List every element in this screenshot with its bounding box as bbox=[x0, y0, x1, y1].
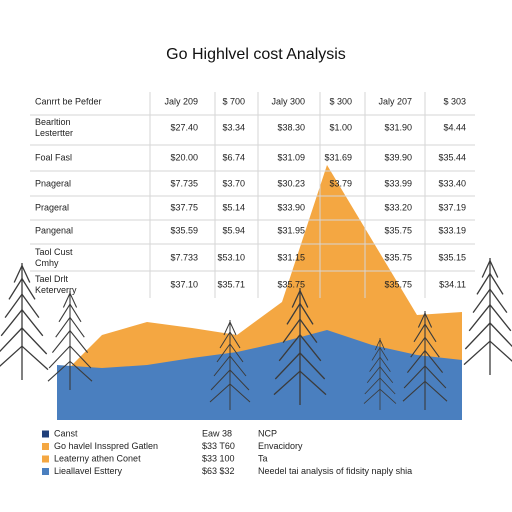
table-cell: $5.94 bbox=[222, 225, 245, 235]
table-cell: $3.70 bbox=[222, 178, 245, 188]
table-cell: $37.75 bbox=[170, 202, 198, 212]
table-cell: $33.40 bbox=[438, 178, 466, 188]
tree bbox=[463, 257, 512, 376]
row-label: Tael Drlt bbox=[35, 274, 69, 284]
table-cell: $31.09 bbox=[277, 152, 305, 162]
legend-text: Canst bbox=[54, 428, 78, 438]
table-cell: $31.90 bbox=[384, 122, 412, 132]
table-cell: $1.00 bbox=[329, 122, 352, 132]
row-label: Cmhy bbox=[35, 258, 59, 268]
table-cell: $53.10 bbox=[217, 252, 245, 262]
table-cell: $31.95 bbox=[277, 225, 305, 235]
tree bbox=[47, 290, 93, 391]
row-label: Taol Cust bbox=[35, 247, 73, 257]
table-cell: $30.23 bbox=[277, 178, 305, 188]
table-cell: $33.20 bbox=[384, 202, 412, 212]
table-cell: $35.71 bbox=[217, 279, 245, 289]
row-label: Foal Fasl bbox=[35, 152, 72, 162]
header-cell: $ 303 bbox=[443, 96, 466, 106]
table-cell: $7.735 bbox=[170, 178, 198, 188]
legend: Canst Eaw 38 NCP Go havlel Insspred Gatlen $… bbox=[42, 428, 412, 476]
legend-text: Ta bbox=[258, 453, 268, 463]
chart-title: Go Highlvel cost Analysis bbox=[166, 46, 346, 63]
row-label: Pnageral bbox=[35, 178, 71, 188]
legend-text: Needel tai analysis of fidsity naply shi… bbox=[258, 466, 412, 476]
table-cell: $34.11 bbox=[439, 279, 466, 289]
table: Canrrt be Pefder Jaly 209 $ 700 Jaly 300 $ 3… bbox=[30, 92, 475, 298]
table-cell: $31.69 bbox=[324, 152, 352, 162]
header-cell: Jaly 209 bbox=[164, 96, 198, 106]
table-cell: $3.79 bbox=[329, 178, 352, 188]
table-cell: $4.44 bbox=[443, 122, 466, 132]
legend-text: Go havlel Insspred Gatlen bbox=[54, 441, 158, 451]
table-cell: $39.90 bbox=[384, 152, 412, 162]
area-layer bbox=[57, 165, 462, 420]
row-label: Keterverry bbox=[35, 285, 77, 295]
row-label: Bearltion bbox=[35, 117, 71, 127]
table-cell: $5.14 bbox=[222, 202, 245, 212]
table-cell: $3.34 bbox=[222, 122, 245, 132]
header-cell: Canrrt be Pefder bbox=[35, 96, 102, 106]
legend-swatch bbox=[42, 468, 49, 475]
table-cell: $35.44 bbox=[438, 152, 466, 162]
table-cell: $35.15 bbox=[438, 252, 466, 262]
legend-text: NCP bbox=[258, 428, 277, 438]
table-cell: $35.75 bbox=[384, 252, 412, 262]
header-cell: $ 700 bbox=[222, 96, 245, 106]
table-cell: $33.19 bbox=[438, 225, 466, 235]
row-label: Prageral bbox=[35, 202, 69, 212]
table-cell: $35.75 bbox=[384, 279, 412, 289]
table-cell: $37.10 bbox=[170, 279, 198, 289]
header-cell: Jaly 300 bbox=[271, 96, 305, 106]
table-cell: $31.15 bbox=[277, 252, 305, 262]
row-label: Pangenal bbox=[35, 225, 73, 235]
table-cell: $35.75 bbox=[384, 225, 412, 235]
row-label: Lestertter bbox=[35, 128, 73, 138]
header-cell: $ 300 bbox=[329, 96, 352, 106]
legend-swatch bbox=[42, 443, 49, 450]
header-cell: Jaly 207 bbox=[378, 96, 412, 106]
table-cell: $7.733 bbox=[170, 252, 198, 262]
table-cell: $27.40 bbox=[170, 122, 198, 132]
table-cell: $33.99 bbox=[384, 178, 412, 188]
table-cell: $38.30 bbox=[277, 122, 305, 132]
legend-text: Envacidory bbox=[258, 441, 303, 451]
legend-text: Eaw 38 bbox=[202, 428, 232, 438]
table-cell: $35.59 bbox=[170, 225, 198, 235]
legend-text: $33 T60 bbox=[202, 441, 235, 451]
table-cell: $20.00 bbox=[170, 152, 198, 162]
table-cell: $6.74 bbox=[222, 152, 245, 162]
legend-text: Lieallavel Esttery bbox=[54, 466, 123, 476]
legend-swatch bbox=[42, 455, 49, 463]
legend-text: $33 100 bbox=[202, 453, 235, 463]
table-cell: $33.90 bbox=[277, 202, 305, 212]
legend-text: Leaterny athen Conet bbox=[54, 453, 141, 463]
legend-swatch bbox=[42, 430, 49, 438]
table-cell: $35.75 bbox=[277, 279, 305, 289]
area bbox=[57, 330, 462, 420]
legend-text: $63 $32 bbox=[202, 466, 235, 476]
table-cell: $37.19 bbox=[438, 202, 466, 212]
